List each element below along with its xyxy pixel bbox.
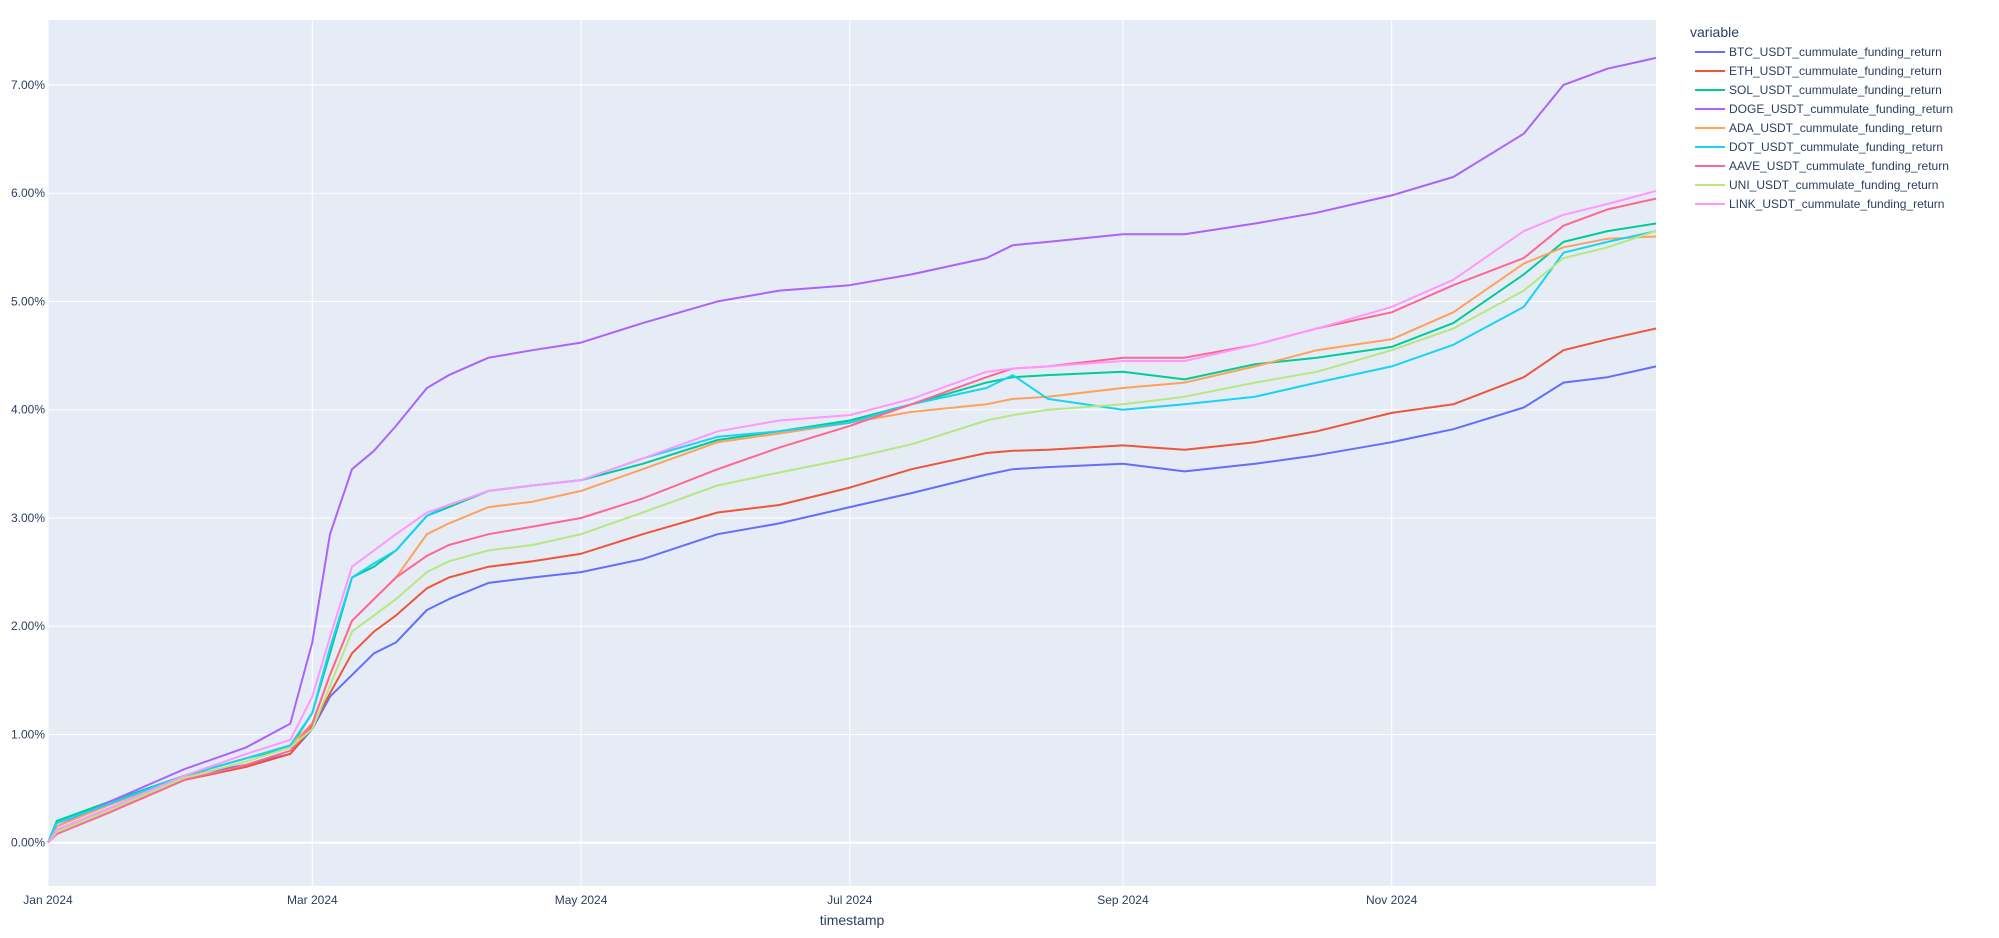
x-tick-label: Nov 2024 [1366, 893, 1418, 907]
legend-label-uni: UNI_USDT_cummulate_funding_return [1729, 178, 1938, 192]
series-line-ada [47, 235, 1657, 844]
x-axis-title: timestamp [820, 912, 885, 928]
legend-label-aave: AAVE_USDT_cummulate_funding_return [1729, 159, 1949, 173]
series-lines [47, 56, 1657, 844]
legend-title: variable [1690, 24, 1739, 40]
y-tick-label: 7.00% [11, 78, 45, 92]
y-tick-label: 2.00% [11, 619, 45, 633]
y-tick-label: 0.00% [11, 836, 45, 850]
x-tick-label: May 2024 [555, 893, 608, 907]
series-line-uni [47, 230, 1657, 844]
y-tick-label: 5.00% [11, 294, 45, 308]
legend-label-btc: BTC_USDT_cummulate_funding_return [1729, 45, 1942, 59]
legend-label-eth: ETH_USDT_cummulate_funding_return [1729, 64, 1942, 78]
y-gridlines [48, 84, 1656, 844]
x-gridlines [47, 20, 1393, 886]
y-tick-labels: 0.00% 1.00% 2.00% 3.00% 4.00% 5.00% 6.00% 7.00% [11, 78, 45, 850]
series-line-link [47, 190, 1657, 844]
x-tick-label: Sep 2024 [1097, 893, 1149, 907]
series-line-eth [47, 327, 1657, 844]
legend-label-sol: SOL_USDT_cummulate_funding_return [1729, 83, 1942, 97]
legend-label-link: LINK_USDT_cummulate_funding_return [1729, 197, 1944, 211]
y-tick-label: 1.00% [11, 727, 45, 741]
legend-label-doge: DOGE_USDT_cummulate_funding_return [1729, 102, 1953, 116]
plot-background [48, 20, 1656, 886]
y-tick-label: 6.00% [11, 186, 45, 200]
series-line-doge [47, 56, 1657, 844]
legend-label-dot: DOT_USDT_cummulate_funding_return [1729, 140, 1943, 154]
series-line-dot [47, 230, 1657, 844]
x-tick-label: Jan 2024 [23, 893, 73, 907]
y-tick-label: 3.00% [11, 511, 45, 525]
x-tick-label: Jul 2024 [827, 893, 873, 907]
legend-label-ada: ADA_USDT_cummulate_funding_return [1729, 121, 1942, 135]
legend: variable BTC_USDT_cummulate_funding_retu… [1690, 24, 1953, 211]
y-tick-label: 4.00% [11, 403, 45, 417]
x-tick-label: Mar 2024 [287, 893, 338, 907]
x-tick-labels: Jan 2024 Mar 2024 May 2024 Jul 2024 Sep 2024… [23, 893, 1417, 907]
